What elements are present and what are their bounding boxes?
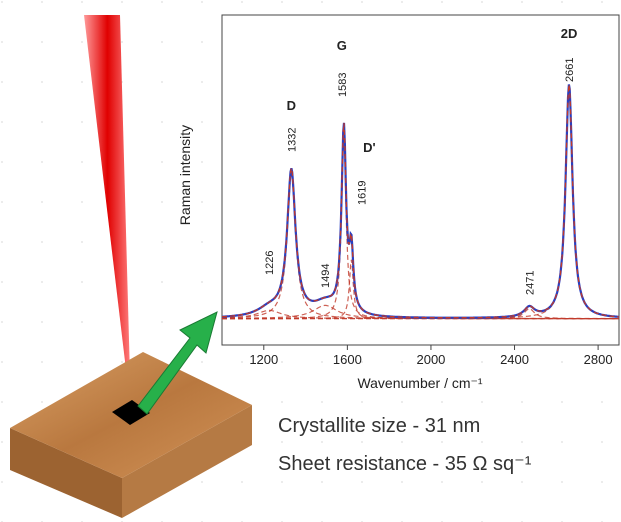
caption-line: Crystallite size - 31 nm [278,415,480,437]
peak-name: G [337,38,347,53]
peak-position-label: 2471 [524,271,536,295]
fit-total [222,84,619,319]
laser-beam [84,15,131,412]
y-axis-label: Raman intensity [177,125,193,225]
peak-position-label: 1619 [356,181,368,205]
x-tick-label: 2800 [584,352,613,367]
x-tick-label: 2000 [416,352,445,367]
arrow [137,311,218,415]
x-tick-label: 1200 [249,352,278,367]
peak-position-label: 1494 [320,264,332,288]
x-axis-label: Wavenumber / cm⁻¹ [357,375,482,391]
peak-position-label: 1226 [264,251,276,275]
caption-line: Sheet resistance - 35 Ω sq⁻¹ [278,453,532,475]
peak-position-label: 2661 [564,58,576,82]
block-side [122,405,252,518]
peak-name: D [287,98,296,113]
plot-area [222,84,620,320]
fit-component [222,84,620,320]
peak-position-label: 1332 [286,128,298,152]
x-tick-label: 1600 [333,352,362,367]
x-tick-label: 2400 [500,352,529,367]
plot-frame [221,14,620,346]
peak-name: D' [363,140,375,155]
peak-name: 2D [561,26,578,41]
peak-position-label: 1583 [337,73,349,97]
block-side [10,428,122,518]
